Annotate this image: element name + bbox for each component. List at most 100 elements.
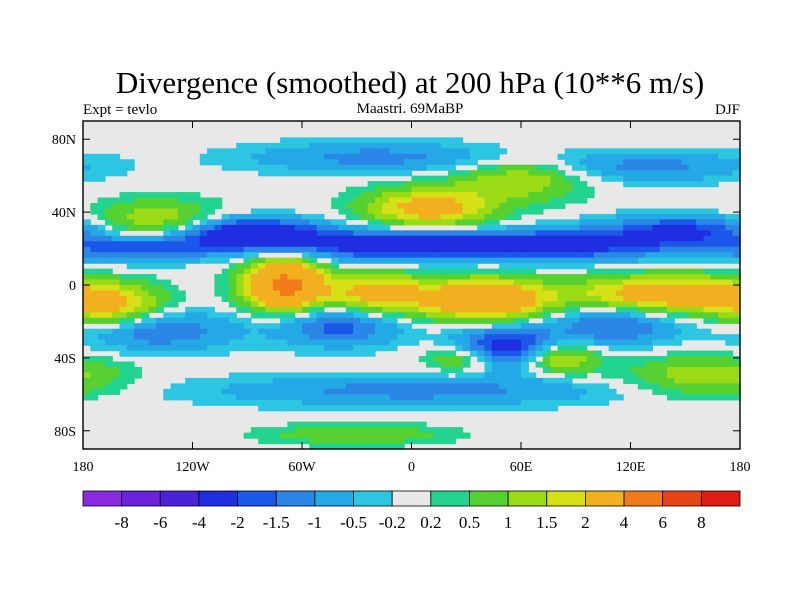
field-cell: [287, 339, 296, 346]
field-cell: [170, 388, 179, 395]
field-cell: [250, 142, 259, 149]
field-cell: [250, 219, 259, 226]
field-cell: [440, 383, 449, 390]
field-cell: [141, 213, 150, 220]
field-cell: [367, 203, 376, 210]
field-cell: [521, 241, 529, 248]
field-cell: [528, 405, 537, 412]
field-cell: [426, 350, 434, 357]
field-cell: [645, 208, 653, 215]
field-cell: [703, 164, 712, 171]
field-cell: [725, 246, 734, 253]
field-cell: [630, 164, 639, 171]
field-cell: [440, 213, 449, 220]
field-cell: [579, 334, 588, 341]
field-cell: [185, 203, 194, 210]
field-cell: [367, 268, 376, 275]
field-cell: [623, 219, 632, 226]
field-cell: [199, 224, 208, 231]
field-cell: [229, 317, 237, 324]
field-cell: [323, 164, 332, 171]
field-cell: [411, 192, 420, 199]
field-cell: [542, 252, 551, 259]
field-cell: [214, 350, 223, 357]
field-cell: [302, 383, 310, 390]
field-cell: [375, 213, 383, 220]
field-cell: [564, 241, 573, 248]
field-cell: [104, 203, 113, 210]
field-cell: [134, 203, 142, 210]
field-cell: [338, 252, 347, 259]
field-cell: [506, 345, 515, 352]
colorbar-swatch: [700, 490, 741, 507]
field-cell: [557, 301, 566, 308]
field-cell: [572, 290, 580, 297]
field-cell: [688, 181, 697, 188]
field-cell: [287, 421, 296, 428]
field-cell: [572, 334, 580, 341]
field-cell: [440, 274, 449, 281]
field-cell: [272, 432, 281, 439]
field-cell: [659, 246, 668, 253]
field-cell: [499, 295, 507, 302]
field-cell: [396, 432, 405, 439]
field-cell: [521, 399, 529, 406]
field-cell: [455, 159, 464, 166]
field-cell: [477, 148, 486, 155]
field-cell: [601, 279, 610, 286]
field-cell: [623, 213, 632, 220]
field-cell: [448, 388, 456, 395]
field-cell: [353, 213, 361, 220]
field-cell: [389, 339, 398, 346]
field-cell: [462, 186, 471, 193]
field-cell: [302, 345, 310, 352]
field-cell: [229, 295, 237, 302]
field-cell: [433, 334, 442, 341]
field-cell: [345, 170, 354, 177]
field-cell: [280, 383, 288, 390]
field-cell: [433, 252, 442, 259]
field-cell: [163, 339, 172, 346]
field-cell: [258, 257, 267, 264]
field-cell: [637, 164, 646, 171]
field-cell: [696, 361, 705, 368]
field-cell: [104, 153, 113, 160]
field-cell: [681, 219, 690, 226]
field-cell: [499, 350, 507, 357]
field-cell: [455, 317, 464, 324]
field-cell: [404, 328, 413, 335]
field-cell: [469, 159, 478, 166]
field-cell: [652, 388, 661, 395]
field-cell: [623, 361, 632, 368]
field-cell: [119, 170, 128, 177]
field-cell: [630, 295, 639, 302]
field-cell: [645, 301, 653, 308]
field-cell: [112, 274, 121, 281]
field-cell: [250, 334, 259, 341]
field-cell: [323, 383, 332, 390]
field-cell: [623, 257, 632, 264]
field-cell: [448, 274, 456, 281]
field-cell: [703, 175, 712, 182]
field-cell: [688, 301, 697, 308]
field-cell: [389, 345, 398, 352]
field-cell: [265, 388, 274, 395]
field-cell: [426, 252, 434, 259]
field-cell: [491, 203, 500, 210]
field-cell: [623, 372, 632, 379]
field-cell: [630, 367, 639, 374]
field-cell: [126, 164, 135, 171]
field-cell: [594, 388, 602, 395]
field-cell: [104, 159, 113, 166]
field-cell: [250, 279, 259, 286]
field-cell: [491, 246, 500, 253]
field-cell: [521, 257, 529, 264]
field-cell: [280, 219, 288, 226]
field-cell: [725, 290, 734, 297]
field-cell: [637, 252, 646, 259]
field-cell: [499, 224, 507, 231]
field-cell: [521, 339, 529, 346]
field-cell: [564, 252, 573, 259]
field-cell: [221, 224, 230, 231]
field-cell: [688, 224, 697, 231]
